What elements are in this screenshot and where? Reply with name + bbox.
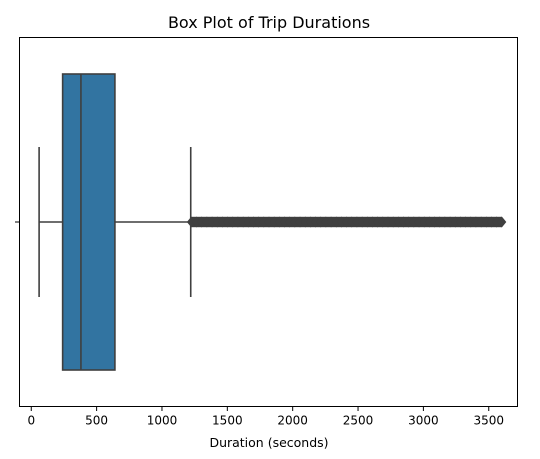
iqr-box — [61, 73, 116, 371]
plot-area — [38, 73, 507, 371]
outlier-point — [197, 216, 207, 228]
outlier-point — [186, 216, 196, 228]
x-axis: 0 500 1000 1500 2000 2500 3000 3500 — [27, 406, 504, 428]
outlier-point — [497, 216, 507, 228]
outlier-point — [202, 216, 212, 228]
outlier-point — [440, 216, 450, 228]
x-tick-label: 500 — [85, 414, 108, 428]
outlier-point — [492, 216, 502, 228]
outlier-point — [264, 216, 274, 228]
outlier-point — [212, 216, 222, 228]
outlier-point — [347, 216, 357, 228]
outlier-point — [362, 216, 372, 228]
x-tick-label: 0 — [27, 414, 35, 428]
x-tick-label: 3500 — [473, 414, 504, 428]
x-tick-label: 1000 — [147, 414, 178, 428]
outlier-point — [466, 216, 476, 228]
outlier-point — [305, 216, 315, 228]
outlier-point — [243, 216, 253, 228]
outlier-point — [311, 216, 321, 228]
outlier-point — [378, 216, 388, 228]
outlier-point — [192, 216, 202, 228]
outlier-point — [238, 216, 248, 228]
outlier-point — [471, 216, 481, 228]
outlier-point — [259, 216, 269, 228]
outlier-point — [357, 216, 367, 228]
outlier-point — [295, 216, 305, 228]
outlier-point — [399, 216, 409, 228]
outlier-point — [280, 216, 290, 228]
outlier-point — [435, 216, 445, 228]
x-axis-label: Duration (seconds) — [209, 435, 328, 450]
outlier-point — [290, 216, 300, 228]
outlier-point — [342, 216, 352, 228]
outlier-point — [388, 216, 398, 228]
outlier-point — [336, 216, 346, 228]
outlier-point — [300, 216, 310, 228]
outlier-point — [450, 216, 460, 228]
outlier-point — [269, 216, 279, 228]
outlier-point — [424, 216, 434, 228]
outlier-point — [367, 216, 377, 228]
outlier-point — [373, 216, 383, 228]
outlier-point — [481, 216, 491, 228]
outlier-point — [461, 216, 471, 228]
outlier-point — [383, 216, 393, 228]
outlier-point — [404, 216, 414, 228]
outlier-point — [228, 216, 238, 228]
outlier-point — [326, 216, 336, 228]
outlier-point — [254, 216, 264, 228]
outlier-point — [430, 216, 440, 228]
outlier-point — [233, 216, 243, 228]
outlier-point — [316, 216, 326, 228]
outlier-point — [321, 216, 331, 228]
x-tick-label: 1500 — [212, 414, 243, 428]
outlier-point — [352, 216, 362, 228]
outlier-point — [248, 216, 258, 228]
outlier-point — [476, 216, 486, 228]
outlier-point — [274, 216, 284, 228]
outlier-point — [393, 216, 403, 228]
outlier-point — [445, 216, 455, 228]
outlier-point — [414, 216, 424, 228]
x-tick-label: 3000 — [408, 414, 439, 428]
outlier-point — [223, 216, 233, 228]
outlier-point — [419, 216, 429, 228]
chart-title: Box Plot of Trip Durations — [168, 13, 370, 32]
outlier-point — [409, 216, 419, 228]
outlier-point — [486, 216, 496, 228]
outlier-point — [455, 216, 465, 228]
outlier-point — [217, 216, 227, 228]
outlier-point — [207, 216, 217, 228]
x-tick-label: 2500 — [343, 414, 374, 428]
outliers-group — [186, 216, 507, 228]
outlier-point — [285, 216, 295, 228]
outlier-point — [331, 216, 341, 228]
x-tick-label: 2000 — [277, 414, 308, 428]
